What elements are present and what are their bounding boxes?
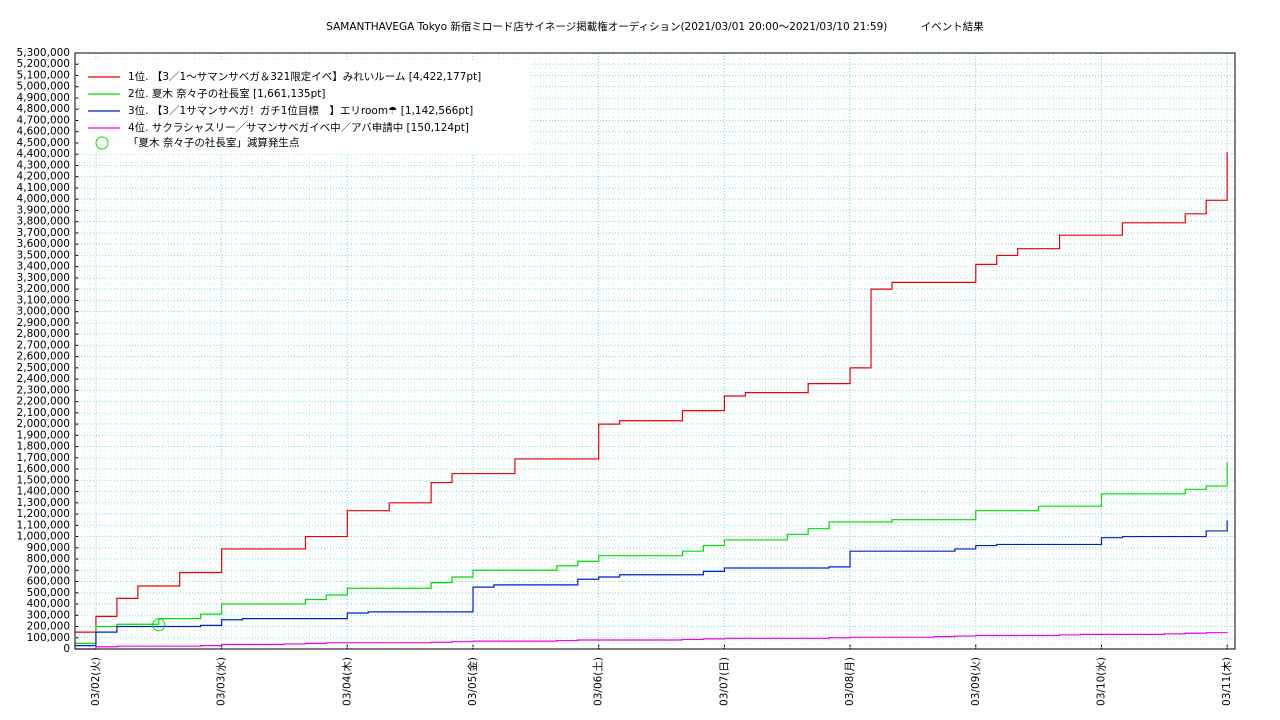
x-tick-label: 03/09(火) (970, 657, 982, 706)
y-tick-label: 400,000 (27, 598, 70, 610)
y-tick-label: 1,900,000 (17, 429, 70, 441)
y-tick-label: 600,000 (27, 576, 70, 588)
x-tick-label: 03/05(金) (466, 657, 479, 706)
y-tick-label: 2,700,000 (17, 339, 70, 351)
legend-label: 3位. 【3／1サマンサベガ！ガチ1位目標 】エリroom☂ [1,142,56… (128, 104, 473, 117)
legend-label: 「夏木 奈々子の社長室」減算発生点 (128, 136, 299, 149)
y-tick-label: 800,000 (27, 553, 70, 565)
y-tick-label: 5,000,000 (17, 81, 70, 93)
y-tick-label: 4,800,000 (17, 103, 70, 115)
x-tick-label: 03/04(木) (341, 657, 353, 706)
y-tick-label: 2,100,000 (17, 407, 70, 419)
legend-swatch (95, 136, 109, 150)
y-tick-label: 2,600,000 (17, 351, 70, 363)
y-tick-label: 3,100,000 (17, 294, 70, 306)
y-tick-label: 4,400,000 (17, 148, 70, 160)
y-tick-label: 200,000 (27, 621, 70, 633)
chart-title: SAMANTHAVEGA Tokyo 新宿ミロード店サイネージ掲載権オーディショ… (326, 20, 984, 33)
y-tick-label: 1,200,000 (17, 508, 70, 520)
x-tick-label: 03/02(火) (90, 657, 102, 706)
legend-label: 1位. 【3／1〜サマンサベガ＆321限定イベ】みれいルーム [4,422,17… (128, 70, 481, 83)
series-line (75, 151, 1228, 633)
legend-label: 2位. 夏木 奈々子の社長室 [1,661,135pt] (128, 87, 325, 100)
plot-frame (74, 52, 1236, 650)
y-tick-label: 3,000,000 (17, 306, 70, 318)
y-tick-label: 900,000 (27, 542, 70, 554)
y-tick-label: 2,300,000 (17, 384, 70, 396)
y-tick-label: 1,300,000 (17, 497, 70, 509)
y-tick-label: 4,500,000 (17, 137, 70, 149)
legend-box (80, 62, 530, 154)
y-tick-label: 3,300,000 (17, 272, 70, 284)
y-tick-label: 3,600,000 (17, 238, 70, 250)
y-tick-label: 0 (63, 643, 70, 655)
y-tick-label: 1,500,000 (17, 474, 70, 486)
legend-label: 4位. サクラシャスリー／サマンサベガイベ中／アバ申請中 [150,124pt] (128, 121, 469, 134)
y-tick-label: 1,600,000 (17, 463, 70, 475)
x-tick-label: 03/10(水) (1095, 657, 1107, 706)
y-tick-label: 500,000 (27, 587, 70, 599)
y-tick-label: 2,000,000 (17, 418, 70, 430)
y-tick-label: 3,200,000 (17, 283, 70, 295)
y-tick-label: 700,000 (27, 564, 70, 576)
series-line (75, 462, 1228, 644)
x-tick-label: 03/03(水) (216, 657, 228, 706)
y-tick-label: 3,500,000 (17, 249, 70, 261)
y-tick-label: 5,300,000 (17, 47, 70, 59)
y-tick-label: 2,900,000 (17, 317, 70, 329)
series-line (75, 632, 1228, 650)
series-line (75, 520, 1228, 647)
y-tick-label: 300,000 (27, 609, 70, 621)
x-tick-label: 03/11(木) (1221, 657, 1233, 706)
y-tick-label: 3,800,000 (17, 216, 70, 228)
marker-point (152, 618, 166, 632)
y-tick-label: 4,100,000 (17, 182, 70, 194)
y-tick-label: 4,200,000 (17, 171, 70, 183)
y-tick-label: 4,300,000 (17, 159, 70, 171)
y-tick-label: 1,000,000 (17, 531, 70, 543)
y-tick-label: 1,100,000 (17, 519, 70, 531)
x-tick-label: 03/08(月) (844, 657, 856, 706)
y-tick-label: 4,700,000 (17, 114, 70, 126)
y-tick-label: 2,200,000 (17, 396, 70, 408)
grid (75, 52, 1235, 650)
y-tick-label: 3,700,000 (17, 227, 70, 239)
y-tick-label: 4,000,000 (17, 193, 70, 205)
y-tick-label: 4,600,000 (17, 126, 70, 138)
legend: 1位. 【3／1〜サマンサベガ＆321限定イベ】みれいルーム [4,422,17… (80, 62, 530, 154)
y-tick-label: 2,400,000 (17, 373, 70, 385)
y-tick-label: 100,000 (27, 632, 70, 644)
y-tick-label: 1,700,000 (17, 452, 70, 464)
x-tick-label: 03/07(日) (718, 657, 730, 706)
y-tick-label: 4,900,000 (17, 92, 70, 104)
y-tick-label: 5,200,000 (17, 58, 70, 70)
y-tick-label: 3,400,000 (17, 261, 70, 273)
x-tick-label: 03/06(土) (592, 657, 605, 706)
y-tick-label: 2,500,000 (17, 362, 70, 374)
plot (75, 151, 1228, 650)
y-tick-label: 1,800,000 (17, 441, 70, 453)
y-tick-label: 1,400,000 (17, 486, 70, 498)
y-tick-label: 3,900,000 (17, 204, 70, 216)
y-tick-label: 2,800,000 (17, 328, 70, 340)
y-tick-label: 5,100,000 (17, 69, 70, 81)
